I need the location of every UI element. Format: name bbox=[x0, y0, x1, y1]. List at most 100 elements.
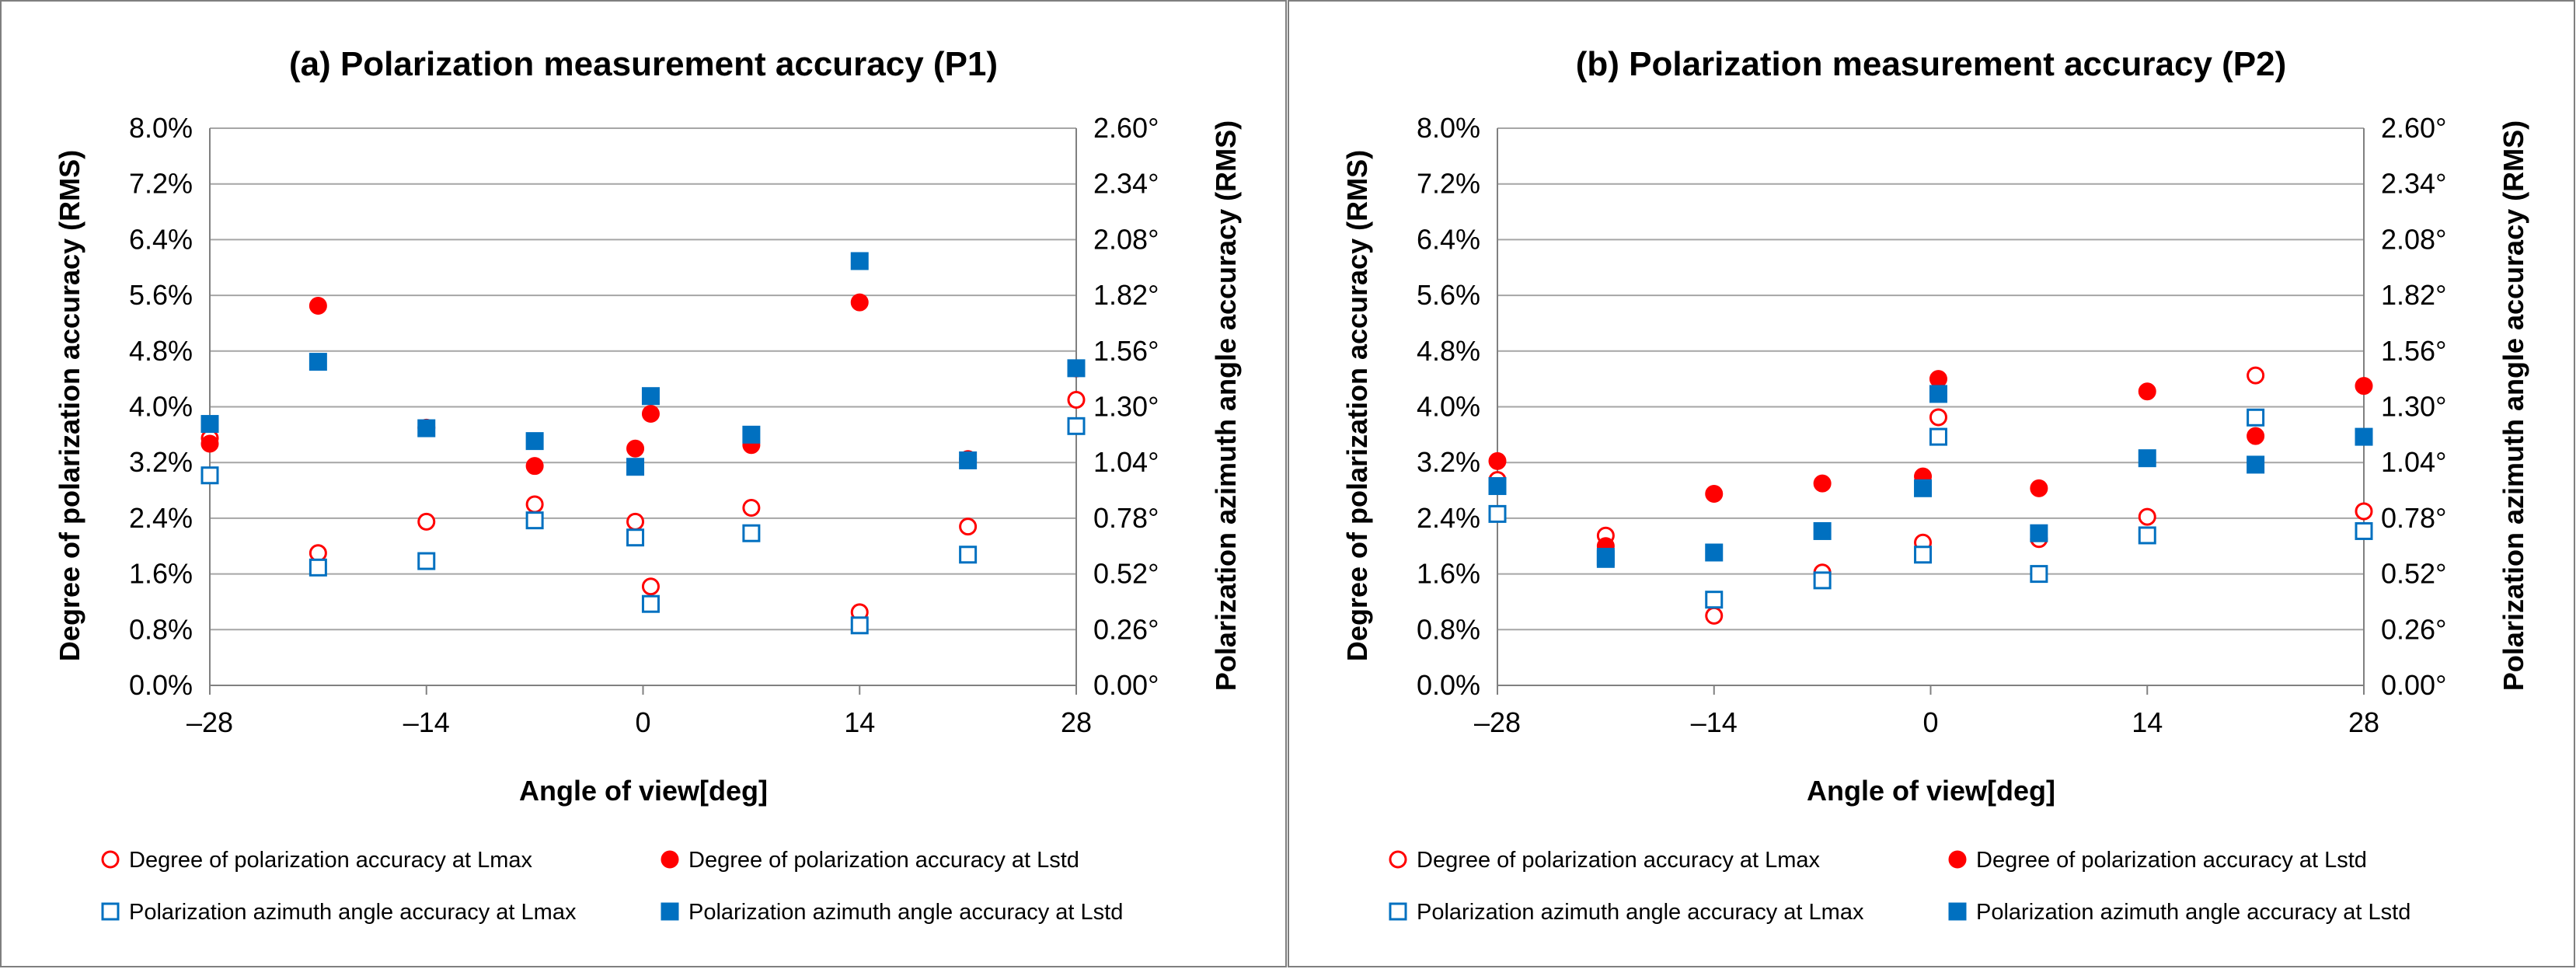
y-tick-label: 6.4% bbox=[129, 223, 193, 255]
x-tick-label: 14 bbox=[844, 706, 875, 738]
chart-panel-b: (b) Polarization measurement accuracy (P… bbox=[1288, 0, 2575, 967]
x-tick-label: –14 bbox=[1691, 706, 1738, 738]
y2-tick-label: 2.60° bbox=[1093, 112, 1159, 144]
legend-marker-circle-open bbox=[1389, 850, 1407, 869]
data-point bbox=[2247, 366, 2265, 385]
y2-tick-label: 1.82° bbox=[1093, 279, 1159, 311]
data-point bbox=[1705, 543, 1724, 562]
data-point bbox=[742, 498, 761, 517]
plot-area: 0.0% 0.00° 0.8% 0.26° 1.6% 0.52° 2.4% 0.78° 3.2%… bbox=[1417, 112, 2447, 738]
plot-area: 0.0% 0.00° 0.8% 0.26° 1.6% 0.52° 2.4% 0.78° 3.2%… bbox=[129, 112, 1159, 738]
data-point bbox=[850, 293, 869, 312]
data-point bbox=[2355, 521, 2373, 540]
legend-item: Polarization azimuth angle accuracy at L… bbox=[101, 900, 577, 925]
series-square-filled bbox=[200, 252, 1086, 476]
data-point bbox=[1705, 591, 1724, 609]
y2-tick-label: 2.34° bbox=[1093, 168, 1159, 200]
data-point bbox=[2355, 427, 2373, 446]
legend-label: Degree of polarization accuracy at Lmax bbox=[1417, 848, 1821, 873]
legend-marker-square-filled bbox=[1948, 902, 1967, 921]
y-tick-label: 8.0% bbox=[129, 112, 193, 144]
y2-tick-label: 2.08° bbox=[1093, 223, 1159, 255]
data-point bbox=[1813, 521, 1832, 540]
data-point bbox=[1929, 408, 1947, 427]
x-tick-label: –28 bbox=[186, 706, 233, 738]
x-tick-label: –28 bbox=[1474, 706, 1521, 738]
data-point bbox=[200, 434, 219, 453]
legend-item: Polarization azimuth angle accuracy at L… bbox=[661, 900, 1123, 925]
y2-tick-label: 2.08° bbox=[2381, 223, 2446, 255]
x-axis-label: Angle of view[deg] bbox=[1807, 775, 2055, 807]
y-tick-label: 4.8% bbox=[129, 335, 193, 367]
chart-b: (b) Polarization measurement accuracy (P… bbox=[1341, 45, 2529, 925]
legend-item: Degree of polarization accuracy at Lstd bbox=[661, 848, 1079, 873]
legend-label: Polarization azimuth angle accuracy at L… bbox=[688, 900, 1123, 925]
legend-label: Degree of polarization accuracy at Lstd bbox=[688, 848, 1079, 873]
x-tick-label: 28 bbox=[2348, 706, 2379, 738]
data-point bbox=[742, 425, 761, 444]
data-point bbox=[2138, 526, 2156, 545]
data-point bbox=[1067, 391, 1086, 410]
data-point bbox=[626, 512, 645, 531]
data-point bbox=[1813, 571, 1832, 590]
data-point bbox=[1914, 545, 1933, 564]
y-tick-label: 7.2% bbox=[1417, 168, 1480, 200]
legend-marker-circle-filled bbox=[661, 850, 679, 869]
y2-tick-label: 0.52° bbox=[1093, 558, 1159, 590]
data-point bbox=[1705, 485, 1724, 504]
y2-tick-label: 0.78° bbox=[2381, 502, 2446, 534]
y2-axis-label: Polarization azimuth angle accuracy (RMS… bbox=[1210, 120, 1242, 691]
y-tick-label: 0.8% bbox=[129, 613, 193, 645]
y2-tick-label: 0.78° bbox=[1093, 502, 1159, 534]
legend-item: Polarization azimuth angle accuracy at L… bbox=[1948, 900, 2410, 925]
y2-tick-label: 0.00° bbox=[2381, 669, 2446, 701]
legend-label: Polarization azimuth angle accuracy at L… bbox=[1976, 900, 2410, 925]
y-tick-label: 4.0% bbox=[129, 391, 193, 423]
data-point bbox=[200, 415, 219, 434]
legend: Degree of polarization accuracy at Lmax D… bbox=[1389, 848, 2410, 925]
data-point bbox=[1929, 385, 1947, 403]
y2-tick-label: 0.26° bbox=[1093, 613, 1159, 645]
data-point bbox=[2247, 408, 2265, 427]
y-tick-label: 3.2% bbox=[1417, 446, 1480, 478]
data-point bbox=[2247, 455, 2265, 474]
data-point bbox=[959, 545, 978, 564]
y-tick-label: 0.8% bbox=[1417, 613, 1480, 645]
y-axis-label: Degree of polarization accuracy (RMS) bbox=[1341, 150, 1373, 661]
y-tick-label: 2.4% bbox=[1417, 502, 1480, 534]
legend-label: Polarization azimuth angle accuracy at L… bbox=[129, 900, 577, 925]
y-tick-label: 8.0% bbox=[1417, 112, 1480, 144]
data-point bbox=[1067, 359, 1086, 378]
y-tick-label: 4.8% bbox=[1417, 335, 1480, 367]
series-square-open bbox=[200, 417, 1086, 635]
data-point bbox=[626, 439, 645, 458]
data-point bbox=[417, 419, 436, 437]
y2-tick-label: 1.56° bbox=[1093, 335, 1159, 367]
x-tick-label: –14 bbox=[403, 706, 450, 738]
chart-panel-a: (a) Polarization measurement accuracy (P… bbox=[0, 0, 1287, 967]
data-point bbox=[2030, 565, 2048, 584]
data-point bbox=[308, 558, 327, 577]
legend-label: Degree of polarization accuracy at Lmax bbox=[129, 848, 533, 873]
data-point bbox=[2138, 507, 2156, 526]
legend-item: Degree of polarization accuracy at Lmax bbox=[1389, 848, 1821, 873]
y2-tick-label: 1.04° bbox=[1093, 446, 1159, 478]
series-square-open bbox=[1488, 408, 2373, 609]
y-tick-label: 1.6% bbox=[129, 558, 193, 590]
data-point bbox=[525, 432, 544, 451]
data-point bbox=[1488, 451, 1507, 470]
y-tick-label: 3.2% bbox=[129, 446, 193, 478]
data-point bbox=[1488, 504, 1507, 523]
data-point bbox=[2355, 377, 2373, 396]
y2-tick-label: 1.30° bbox=[1093, 391, 1159, 423]
y-tick-label: 0.0% bbox=[1417, 669, 1480, 701]
data-point bbox=[1929, 370, 1947, 389]
data-point bbox=[641, 577, 660, 596]
data-point bbox=[200, 466, 219, 485]
data-point bbox=[1705, 606, 1724, 625]
data-point bbox=[2247, 427, 2265, 445]
legend-marker-circle-filled bbox=[1948, 850, 1967, 869]
data-point bbox=[525, 495, 544, 514]
data-point bbox=[525, 511, 544, 530]
data-point bbox=[626, 458, 645, 476]
